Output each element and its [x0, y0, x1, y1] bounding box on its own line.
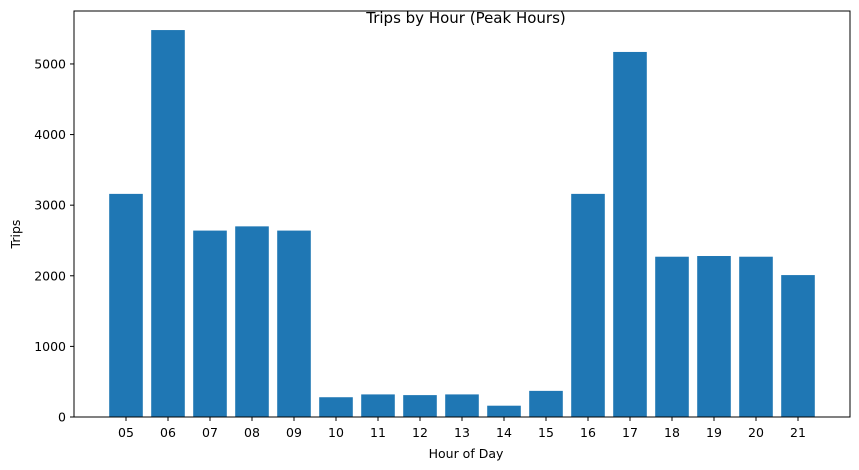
x-tick-label: 13: [454, 425, 470, 440]
bar-18: [655, 256, 689, 417]
x-tick-label: 06: [160, 425, 176, 440]
bars-layer: [109, 30, 815, 418]
x-tick-label: 11: [370, 425, 386, 440]
x-tick-label: 20: [748, 425, 764, 440]
x-tick-label: 17: [622, 425, 638, 440]
y-tick-label: 4000: [34, 127, 66, 142]
bar-14: [487, 405, 521, 417]
x-tick-label: 15: [538, 425, 554, 440]
bar-05: [109, 193, 143, 417]
y-tick-label: 3000: [34, 198, 66, 213]
chart-title: Trips by Hour (Peak Hours): [365, 9, 566, 27]
x-tick-label: 12: [412, 425, 428, 440]
x-axis-label: Hour of Day: [429, 446, 504, 461]
bar-15: [529, 390, 563, 417]
x-tick-label: 21: [790, 425, 806, 440]
bar-16: [571, 193, 605, 417]
x-ticks-layer: 05 06 07 08 09 10 11 12 13 14 15 16 17 18 19 20 21: [118, 417, 806, 440]
bar-10: [319, 397, 353, 417]
bar-07: [193, 230, 227, 417]
bar-13: [445, 394, 479, 417]
bar-09: [277, 230, 311, 417]
x-tick-label: 08: [244, 425, 260, 440]
y-tick-label: 0: [58, 410, 66, 425]
x-tick-label: 18: [664, 425, 680, 440]
y-tick-label: 2000: [34, 268, 66, 283]
x-tick-label: 14: [496, 425, 512, 440]
y-tick-label: 5000: [34, 56, 66, 71]
x-tick-label: 09: [286, 425, 302, 440]
bar-11: [361, 394, 395, 417]
bar-17: [613, 51, 647, 417]
plot-frame: [73, 10, 851, 418]
bar-12: [403, 395, 437, 417]
bar-08: [235, 226, 269, 417]
x-tick-label: 16: [580, 425, 596, 440]
y-tick-label: 1000: [34, 339, 66, 354]
y-axis-label: Trips: [8, 220, 23, 250]
bar-06: [151, 30, 185, 418]
x-tick-label: 05: [118, 425, 134, 440]
bar-21: [781, 275, 815, 417]
x-tick-label: 07: [202, 425, 218, 440]
bar-19: [697, 256, 731, 417]
bar-20: [739, 256, 773, 417]
x-tick-label: 10: [328, 425, 344, 440]
y-ticks-layer: 0 1000 2000 3000 4000 5000: [34, 56, 74, 425]
x-tick-label: 19: [706, 425, 722, 440]
